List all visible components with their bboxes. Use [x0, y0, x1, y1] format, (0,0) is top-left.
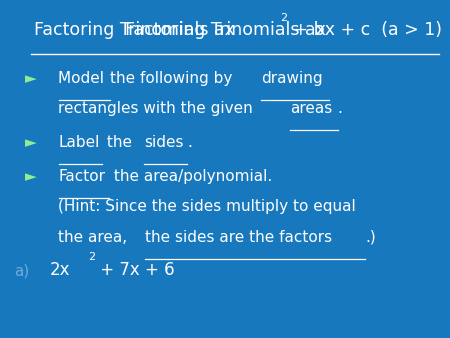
Text: rectangles with the given: rectangles with the given: [58, 101, 258, 116]
Text: ►: ►: [25, 135, 36, 150]
Text: 2: 2: [280, 13, 287, 23]
Text: Factoring Trinomials ax: Factoring Trinomials ax: [125, 22, 325, 40]
Text: + bx + c  (a > 1): + bx + c (a > 1): [288, 22, 442, 40]
Text: .: .: [338, 101, 342, 116]
Text: + 7x + 6: + 7x + 6: [94, 262, 174, 280]
Text: the sides are the factors: the sides are the factors: [145, 230, 332, 245]
Text: sides: sides: [144, 135, 184, 150]
Text: ►: ►: [25, 169, 36, 184]
Text: Factor: Factor: [58, 169, 105, 184]
Text: the following by: the following by: [110, 71, 238, 86]
Text: Label: Label: [58, 135, 100, 150]
Text: (Hint: Since the sides multiply to equal: (Hint: Since the sides multiply to equal: [58, 199, 356, 214]
Text: drawing: drawing: [261, 71, 323, 86]
Text: Factoring Trinomials ax: Factoring Trinomials ax: [34, 22, 234, 40]
Text: the area/polynomial.: the area/polynomial.: [109, 169, 273, 184]
Text: the: the: [102, 135, 137, 150]
Text: .: .: [187, 135, 192, 150]
Text: areas: areas: [290, 101, 333, 116]
Text: ►: ►: [25, 71, 36, 86]
Text: .): .): [365, 230, 376, 245]
Text: the area,: the area,: [58, 230, 132, 245]
Text: 2: 2: [88, 252, 95, 262]
Text: 2x: 2x: [50, 262, 70, 280]
Text: a): a): [14, 263, 30, 279]
Text: Model: Model: [58, 71, 109, 86]
